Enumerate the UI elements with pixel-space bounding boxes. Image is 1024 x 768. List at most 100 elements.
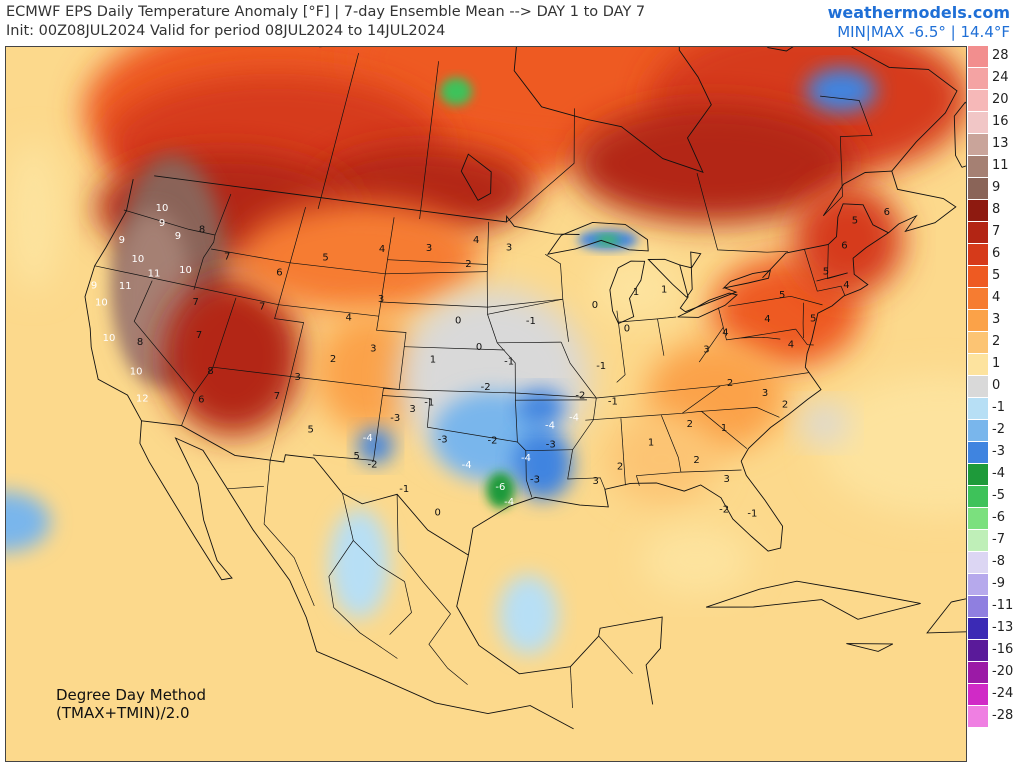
state-boundary-line (382, 395, 518, 443)
legend-row: 6 (968, 244, 1020, 266)
legend-row: 11 (968, 156, 1020, 178)
anomaly-value: 7 (196, 330, 202, 341)
state-boundary-line (290, 262, 488, 275)
coast-border-line (513, 47, 958, 173)
anomaly-value: 7 (274, 391, 280, 402)
anomaly-value: 0 (455, 316, 461, 327)
legend-label: -4 (992, 466, 1005, 481)
legend-swatch (968, 442, 988, 464)
anomaly-value: 10 (156, 203, 169, 214)
coast-border-line (926, 598, 966, 634)
brand-label[interactable]: weathermodels.com (827, 3, 1010, 22)
anomaly-value: 11 (119, 281, 132, 292)
map-subtitle: Init: 00Z08JUL2024 Valid for period 08JU… (6, 23, 446, 39)
anomaly-value: 5 (823, 267, 829, 278)
coast-border-line (762, 203, 889, 279)
anomaly-value: 3 (409, 404, 415, 415)
anomaly-value: 4 (379, 244, 385, 255)
anomaly-value: -1 (424, 398, 434, 409)
anomaly-value: 7 (259, 302, 265, 313)
anomaly-value: -3 (390, 413, 400, 424)
state-boundary-line (701, 407, 780, 418)
anomaly-value: 1 (430, 355, 436, 366)
legend-label: 0 (992, 378, 1001, 393)
legend-label: -11 (992, 598, 1014, 613)
legend-label: -16 (992, 642, 1014, 657)
anomaly-value: 10 (132, 254, 145, 265)
legend-label: 28 (992, 48, 1009, 63)
state-boundary-line (263, 460, 315, 607)
legend-row: 16 (968, 112, 1020, 134)
anomaly-value: -1 (504, 356, 514, 367)
anomaly-value: 4 (764, 314, 770, 325)
anomaly-value: 3 (370, 344, 376, 355)
state-boundaries (94, 47, 873, 709)
anomaly-patch (517, 389, 566, 426)
legend-label: -8 (992, 554, 1005, 569)
anomaly-value: 3 (762, 388, 768, 399)
anomaly-value: -1 (608, 396, 618, 407)
coast-border-line (467, 170, 957, 556)
anomaly-value: 5 (308, 425, 314, 436)
state-boundary-line (389, 581, 412, 635)
legend-label: -6 (992, 510, 1005, 525)
legend-swatch (968, 596, 988, 618)
anomaly-value: 9 (119, 235, 125, 246)
coast-border-line (154, 175, 580, 235)
legend-row: 4 (968, 288, 1020, 310)
anomaly-value: -4 (569, 413, 579, 424)
state-boundary-line (212, 366, 597, 399)
state-boundary-line (419, 61, 439, 220)
anomaly-patch (486, 472, 515, 509)
legend-swatch (968, 552, 988, 574)
anomaly-patch (793, 185, 903, 295)
state-boundary-line (816, 272, 848, 282)
legend-label: -13 (992, 620, 1014, 635)
legend-swatch (968, 46, 988, 68)
legend-label: -7 (992, 532, 1005, 547)
legend-swatch (968, 244, 988, 266)
legend-row: -16 (968, 640, 1020, 662)
legend-swatch (968, 508, 988, 530)
anomaly-value: -4 (545, 421, 555, 432)
state-boundary-line (317, 53, 359, 209)
anomaly-value: 0 (624, 324, 630, 335)
state-boundary-line (312, 217, 407, 461)
legend-label: -20 (992, 664, 1014, 679)
legend-label: -3 (992, 444, 1005, 459)
anomaly-patch (6, 141, 62, 292)
anomaly-value: 2 (693, 455, 699, 466)
legend-swatch (968, 530, 988, 552)
anomaly-value: 2 (465, 259, 471, 270)
anomaly-value: 3 (426, 243, 432, 254)
anomaly-value: -2 (368, 460, 378, 471)
state-boundary-line (616, 310, 626, 383)
state-boundary-line (598, 635, 633, 674)
legend-swatch (968, 134, 988, 156)
state-boundary-line (618, 316, 677, 323)
legend-row: -20 (968, 662, 1020, 684)
anomaly-value: 5 (322, 252, 328, 263)
legend-label: 13 (992, 136, 1009, 151)
anomaly-value: -2 (575, 391, 585, 402)
legend-swatch (968, 398, 988, 420)
anomaly-patch (498, 574, 559, 655)
state-boundary-line (133, 280, 195, 426)
anomaly-patch (513, 430, 573, 500)
legend-label: 7 (992, 224, 1001, 239)
legend-row: -8 (968, 552, 1020, 574)
legend-label: 6 (992, 246, 1001, 261)
anomaly-value: 4 (473, 235, 479, 246)
anomaly-value: -3 (530, 475, 540, 486)
legend-label: 5 (992, 268, 1001, 283)
legend-swatch (968, 266, 988, 288)
anomaly-value: 12 (136, 393, 149, 404)
legend-label: 11 (992, 158, 1009, 173)
legend-row: 7 (968, 222, 1020, 244)
lake-outline (677, 292, 738, 318)
method-line-2: (TMAX+TMIN)/2.0 (56, 704, 190, 722)
legend-label: 2 (992, 334, 1001, 349)
legend-label: 1 (992, 356, 1001, 371)
legend-row: 2 (968, 332, 1020, 354)
